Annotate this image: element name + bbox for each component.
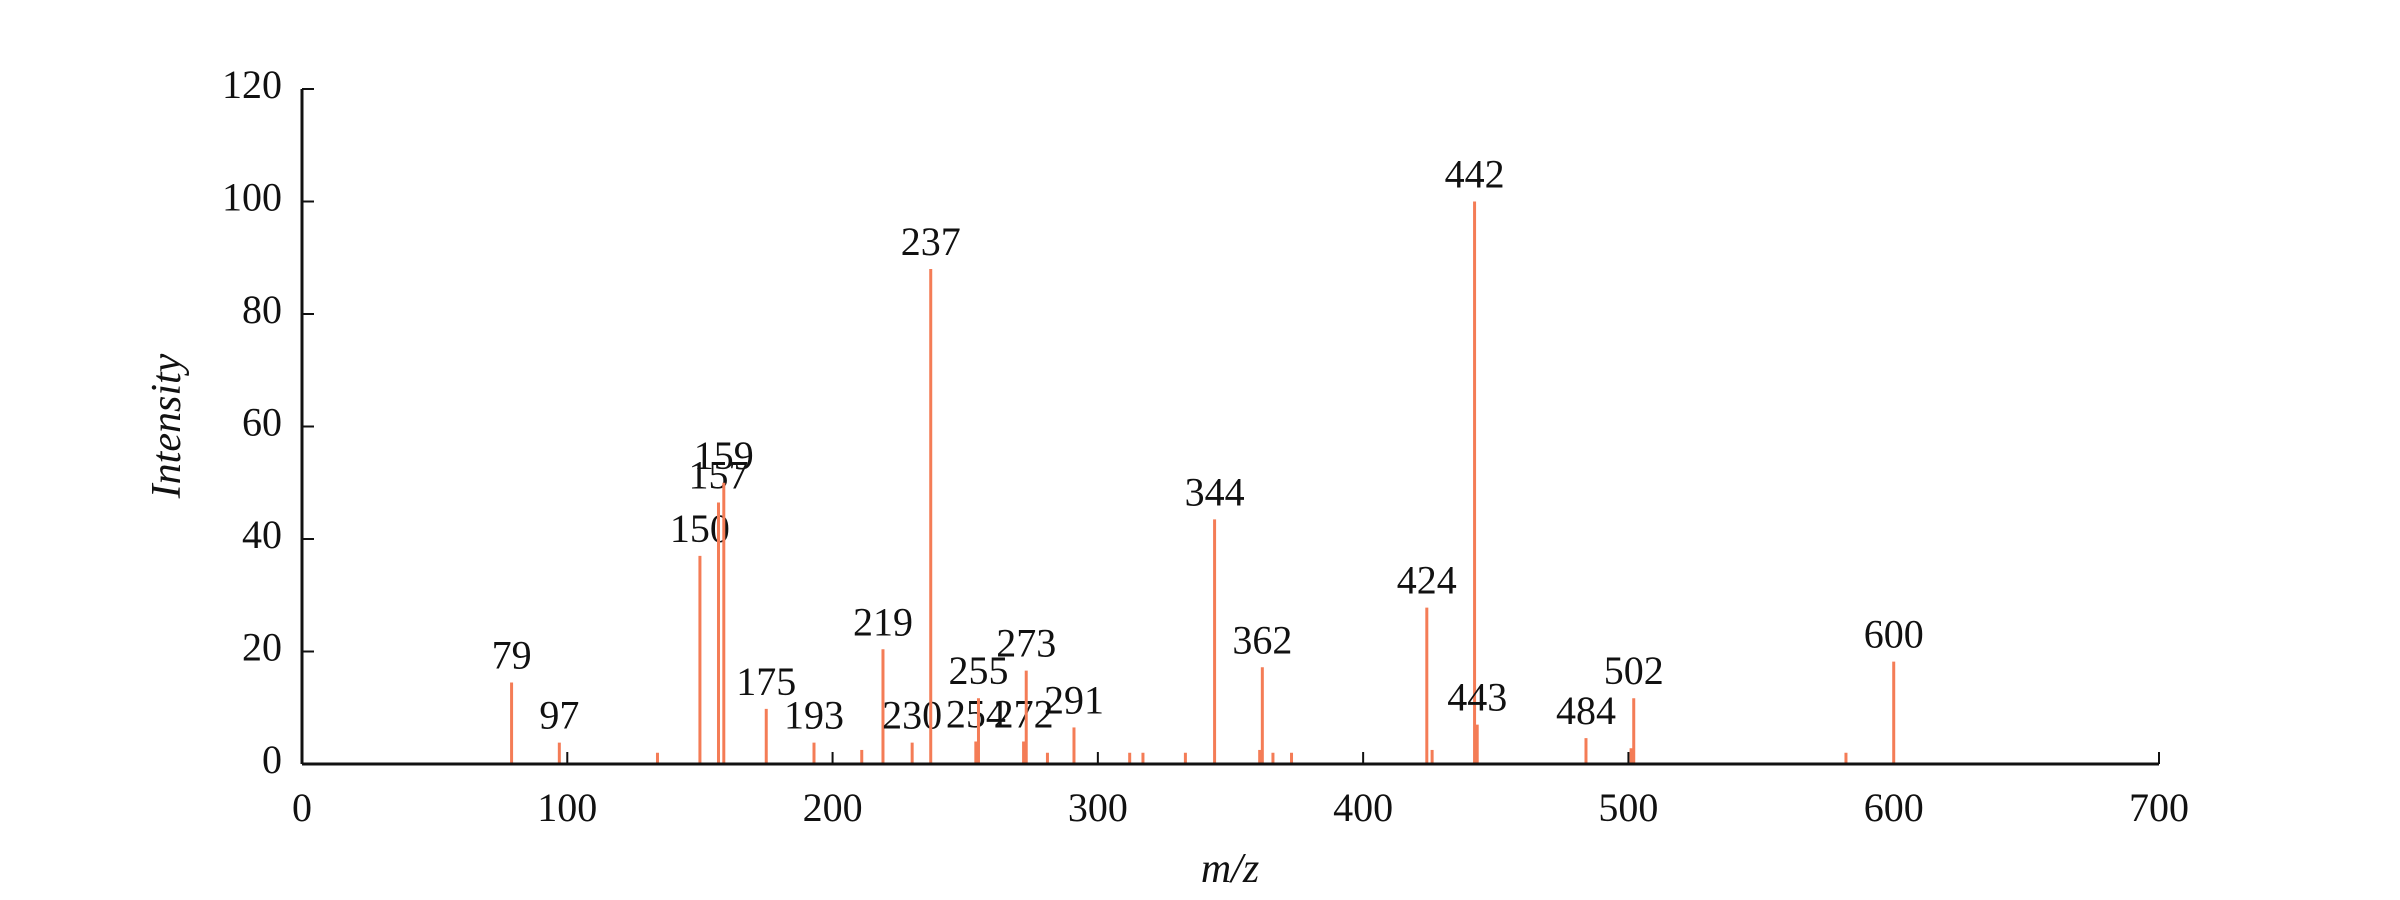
- peak-label: 150: [670, 506, 730, 551]
- peak-label: 442: [1445, 152, 1505, 197]
- x-tick-label: 0: [292, 785, 312, 830]
- x-axis-title: m/z: [1201, 846, 1259, 892]
- y-tick-label: 20: [242, 625, 282, 670]
- peak-label: 484: [1556, 688, 1616, 733]
- peak-label: 230: [882, 693, 942, 738]
- y-tick-label: 80: [242, 287, 282, 332]
- y-tick-label: 60: [242, 400, 282, 445]
- peak-label: 157: [688, 452, 748, 497]
- peak-label: 193: [784, 693, 844, 738]
- y-tick-label: 100: [222, 175, 282, 220]
- peak-label: 344: [1185, 469, 1245, 514]
- peak-label: 424: [1397, 558, 1457, 603]
- peak-label: 159: [694, 433, 754, 478]
- peak-label: 362: [1232, 617, 1292, 662]
- peak-label: 443: [1447, 675, 1507, 720]
- x-tick-label: 100: [537, 785, 597, 830]
- peak-label: 237: [901, 219, 961, 264]
- x-tick-label: 400: [1333, 785, 1393, 830]
- x-tick-label: 500: [1598, 785, 1658, 830]
- peak-label: 254: [946, 692, 1006, 737]
- peak-label: 600: [1864, 612, 1924, 657]
- y-tick-label: 0: [262, 737, 282, 782]
- peak-label: 79: [492, 632, 532, 677]
- peak-label: 502: [1604, 648, 1664, 693]
- peak-label: 255: [948, 648, 1008, 693]
- peak-label: 272: [994, 692, 1054, 737]
- peak-label: 291: [1044, 677, 1104, 722]
- y-tick-label: 40: [242, 512, 282, 557]
- x-tick-label: 600: [1864, 785, 1924, 830]
- peak-label: 273: [996, 621, 1056, 666]
- y-axis-title: Intensity: [144, 353, 190, 499]
- x-tick-label: 300: [1068, 785, 1128, 830]
- peak-label: 97: [539, 693, 579, 738]
- peak-label: 219: [853, 599, 913, 644]
- x-tick-label: 700: [2129, 785, 2189, 830]
- peak-label: 175: [736, 659, 796, 704]
- x-tick-label: 200: [803, 785, 863, 830]
- y-tick-label: 120: [222, 62, 282, 107]
